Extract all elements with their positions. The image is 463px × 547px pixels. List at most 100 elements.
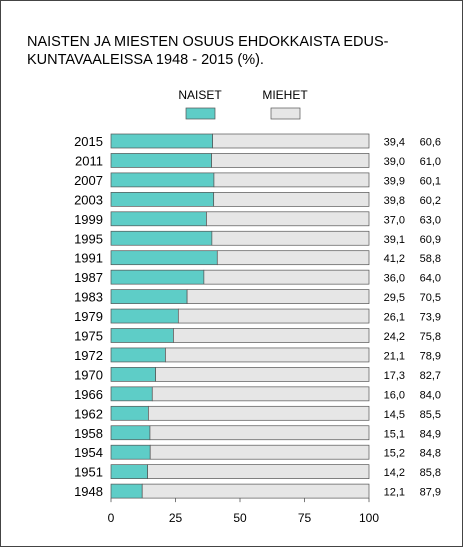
value-label-naiset: 16,0 [384,389,405,401]
year-label: 1991 [74,251,103,266]
value-label-naiset: 36,0 [384,273,405,285]
year-label: 1999 [74,212,103,227]
value-label-naiset: 39,0 [384,156,405,168]
bar-miehet [213,172,370,188]
bar-naiset [110,405,149,421]
x-tick-label: 50 [233,511,247,525]
bar-miehet [173,328,370,343]
value-label-naiset: 24,2 [384,331,405,343]
year-label: 1958 [74,426,103,441]
chart-title-line-2: KUNTAVAALEISSA 1948 - 2015 (%). [27,52,264,68]
bar-naiset [110,153,212,168]
value-label-naiset: 39,1 [384,234,405,246]
value-label-naiset: 14,2 [384,467,405,479]
value-label-miehet: 82,7 [420,370,441,382]
year-label: 1995 [74,231,103,246]
bar-miehet [186,289,370,304]
value-label-naiset: 41,2 [384,253,405,265]
x-tick-label: 100 [359,511,379,525]
bar-miehet [141,483,370,499]
value-label-miehet: 70,5 [420,292,441,304]
year-label: 1951 [74,465,103,480]
bar-miehet [211,230,370,246]
year-label: 2007 [74,173,103,188]
value-label-miehet: 84,8 [420,448,441,460]
bar-miehet [206,211,370,227]
year-label: 1979 [74,309,103,324]
year-label: 1987 [74,270,103,285]
bar-naiset [110,464,148,479]
value-label-naiset: 12,1 [384,487,405,499]
bar-naiset [110,250,218,266]
bar-miehet [147,464,370,479]
bar-naiset [110,328,174,343]
value-label-miehet: 60,1 [420,175,441,187]
bar-naiset [110,444,151,460]
value-label-naiset: 39,9 [384,175,405,187]
bar-naiset [110,269,205,285]
bar-miehet [177,308,370,324]
value-label-miehet: 63,0 [420,214,441,226]
bar-naiset [110,425,151,441]
value-label-naiset: 39,8 [384,195,405,207]
bar-naiset [110,367,156,382]
value-label-miehet: 84,0 [420,389,441,401]
bar-naiset [110,347,166,363]
bar-naiset [110,192,215,207]
bar-naiset [110,133,214,149]
year-label: 2011 [75,153,103,168]
value-label-naiset: 15,2 [384,448,405,460]
value-label-miehet: 73,9 [420,312,441,324]
year-label: 1972 [74,348,103,363]
bar-miehet [203,269,370,285]
year-label: 1954 [74,445,103,460]
legend-swatch-naiset [185,107,216,120]
value-label-miehet: 85,8 [420,467,441,479]
year-label: 2003 [74,192,103,207]
bar-miehet [211,153,370,168]
value-label-miehet: 84,9 [420,428,441,440]
value-label-naiset: 21,1 [384,350,405,362]
year-label: 1983 [74,290,103,305]
value-label-miehet: 58,8 [420,253,441,265]
value-label-miehet: 60,9 [420,234,441,246]
value-label-miehet: 60,6 [420,137,441,149]
value-label-naiset: 39,4 [384,137,405,149]
value-label-miehet: 85,5 [420,409,441,421]
value-label-naiset: 15,1 [384,428,405,440]
value-label-naiset: 29,5 [384,292,405,304]
bar-naiset [110,483,143,499]
x-tick-label: 0 [108,511,115,525]
bar-miehet [149,425,370,441]
bar-naiset [110,172,215,188]
bar-naiset [110,308,179,324]
bar-miehet [165,347,370,363]
year-label: 1948 [74,484,103,499]
bar-miehet [148,405,370,421]
year-label: 1975 [74,329,103,344]
bar-miehet [216,250,370,266]
value-label-naiset: 14,5 [384,409,405,421]
bar-miehet [151,386,370,402]
value-label-miehet: 75,8 [420,331,441,343]
legend-label-miehet: MIEHET [262,88,308,102]
bar-naiset [110,289,188,304]
bar-miehet [213,192,370,207]
chart-title-line-1: NAISTEN JA MIESTEN OSUUS EHDOKKAISTA EDU… [27,34,389,50]
bar-naiset [110,230,213,246]
value-label-naiset: 17,3 [384,370,405,382]
value-label-miehet: 87,9 [420,487,441,499]
legend-label-naiset: NAISET [178,88,222,102]
x-tick-label: 25 [169,511,183,525]
value-label-miehet: 60,2 [420,195,441,207]
value-label-miehet: 78,9 [420,350,441,362]
year-label: 1966 [74,387,103,402]
value-label-naiset: 37,0 [384,214,405,226]
bar-miehet [155,367,370,382]
bar-miehet [149,444,370,460]
x-tick-label: 75 [298,511,312,525]
value-label-miehet: 64,0 [420,273,441,285]
year-label: 1970 [74,367,103,382]
